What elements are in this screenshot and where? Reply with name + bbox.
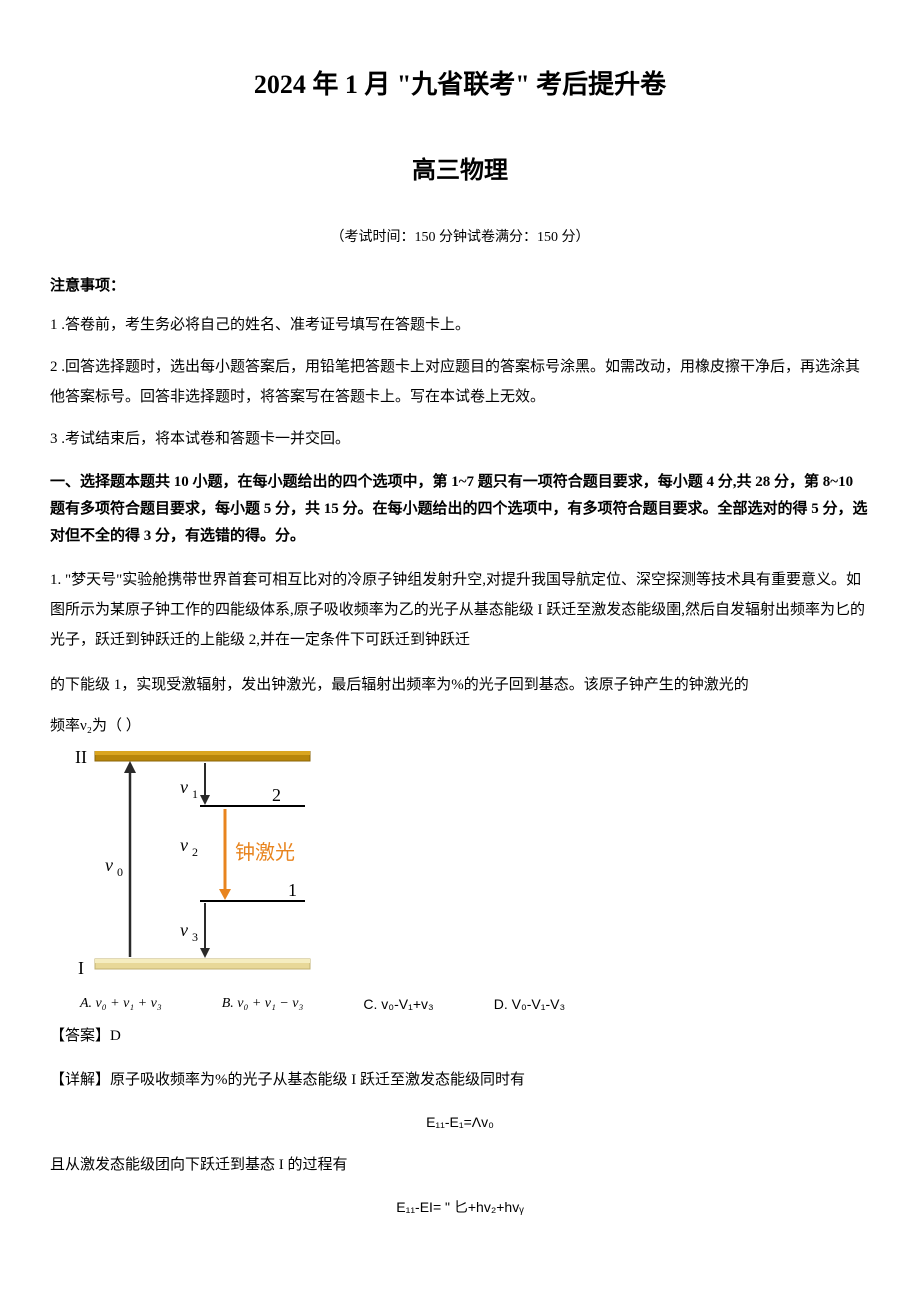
notice-header: 注意事项：: [50, 272, 870, 301]
svg-text:2: 2: [272, 785, 281, 805]
notice-item-1: 1 .答卷前，考生务必将自己的姓名、准考证号填写在答题卡上。: [50, 310, 870, 340]
formula-2: E₁₁-EI= " 匕+hv₂+hvᵧ: [50, 1194, 870, 1221]
svg-text:ν: ν: [180, 920, 188, 940]
svg-text:0: 0: [117, 865, 123, 879]
frequency-label: 频率ν₂为（ ）: [50, 712, 870, 741]
page-subtitle: 高三物理: [50, 149, 870, 195]
option-a: A. ν₀ + ν₁ + ν₃: [80, 991, 162, 1018]
page-title: 2024 年 1 月 "九省联考" 考后提升卷: [50, 60, 870, 109]
explanation-text-2: 且从激发态能级团向下跃迁到基态 I 的过程有: [50, 1151, 870, 1180]
answer-line: 【答案】D: [50, 1022, 870, 1051]
options-row: A. ν₀ + ν₁ + ν₃ B. ν₀ + ν₁ − ν₃ C. v₀-V₁…: [80, 991, 870, 1018]
notice-item-3: 3 .考试结束后，将本试卷和答题卡一并交回。: [50, 424, 870, 454]
svg-text:ν: ν: [105, 855, 113, 875]
question-text-1: 1. "梦天号"实验舱携带世界首套可相互比对的冷原子钟组发射升空,对提升我国导航…: [50, 565, 870, 655]
explanation-text-1: 【详解】原子吸收频率为%的光子从基态能级 I 跃迁至激发态能级同时有: [50, 1066, 870, 1095]
option-d: D. V₀-V₁-V₃: [494, 991, 565, 1018]
energy-level-diagram: II I ν 0 2 1 ν 1 ν 2 钟激光 ν 3: [70, 751, 330, 981]
svg-text:ν: ν: [180, 777, 188, 797]
formula-1: E₁₁-E₁=Λv₀: [50, 1109, 870, 1136]
svg-text:II: II: [75, 751, 87, 767]
option-b: B. ν₀ + ν₁ − ν₃: [222, 991, 304, 1018]
exam-info: （考试时间：150 分钟试卷满分：150 分）: [50, 225, 870, 252]
option-c: C. v₀-V₁+v₃: [363, 991, 433, 1018]
svg-text:1: 1: [192, 787, 198, 801]
svg-text:I: I: [78, 958, 84, 978]
svg-text:钟激光: 钟激光: [235, 841, 295, 864]
svg-text:ν: ν: [180, 835, 188, 855]
question-text-2: 的下能级 1，实现受激辐射，发出钟激光，最后辐射出频率为%的光子回到基态。该原子…: [50, 670, 870, 700]
svg-text:3: 3: [192, 930, 198, 944]
svg-text:1: 1: [288, 880, 297, 900]
svg-text:2: 2: [192, 845, 198, 859]
notice-item-2: 2 .回答选择题时，选出每小题答案后，用铅笔把答题卡上对应题目的答案标号涂黑。如…: [50, 352, 870, 412]
section-header: 一、选择题本题共 10 小题，在每小题给出的四个选项中，第 1~7 题只有一项符…: [50, 469, 870, 550]
